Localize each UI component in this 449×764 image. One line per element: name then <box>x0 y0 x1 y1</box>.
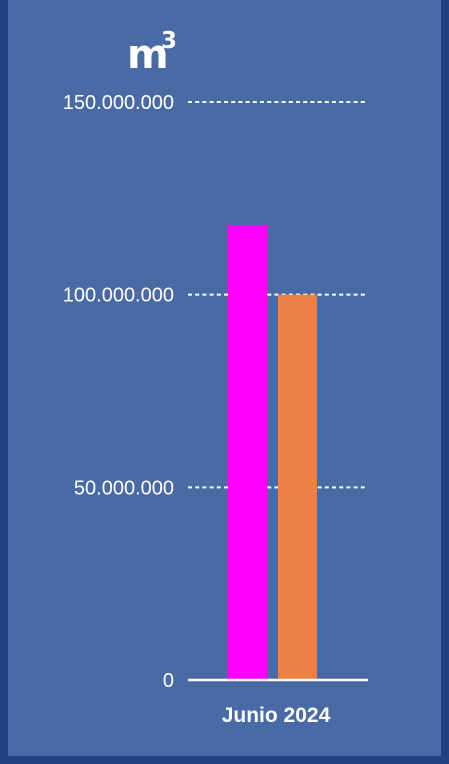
y-tick-label: 0 <box>163 670 174 692</box>
y-unit-label: m 3 <box>127 28 177 78</box>
y-tick-label: 100.000.000 <box>63 285 174 307</box>
bar-series-1 <box>228 225 267 680</box>
unit-exponent: 3 <box>161 28 177 54</box>
x-category-label: Junio 2024 <box>222 704 331 727</box>
chart-panel <box>8 0 441 756</box>
bar-series-2 <box>278 294 317 680</box>
bars <box>228 225 317 680</box>
y-tick-label: 50.000.000 <box>74 477 174 499</box>
y-tick-label: 150.000.000 <box>63 92 174 114</box>
y-tick-labels: 0 50.000.000 100.000.000 150.000.000 <box>63 92 174 692</box>
unit-base: m <box>127 32 169 78</box>
